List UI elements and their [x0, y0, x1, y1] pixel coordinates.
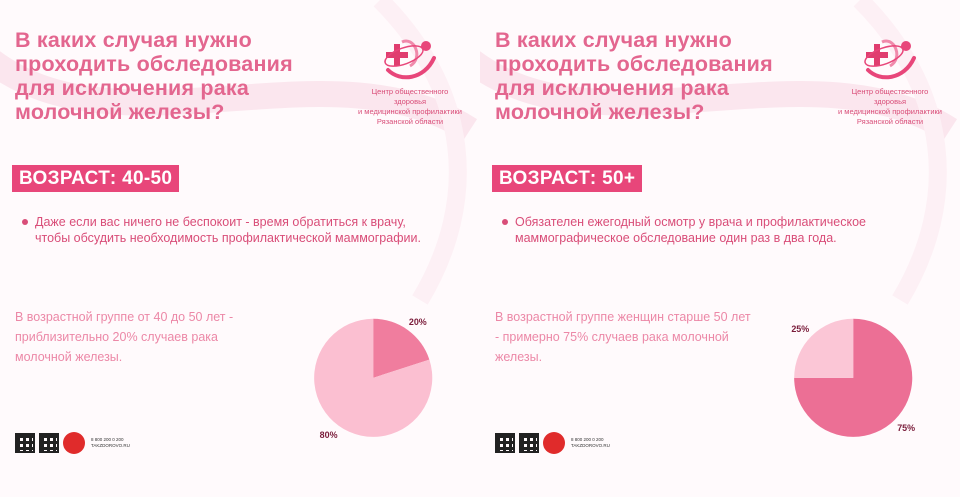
- org-name: Центр общественного здоровья и медицинск…: [835, 87, 945, 127]
- contacts: 8 800 200 0 200 TAKZDOROVO.RU: [571, 437, 610, 449]
- bullet-dot-icon: [502, 219, 508, 225]
- infographic-card-40-50: В каких случая нужно проходить обследова…: [0, 28, 478, 454]
- qr-code-icon: [495, 433, 515, 453]
- statistic-text: В возрастной группе женщин старше 50 лет…: [495, 310, 751, 364]
- footer: 8 800 200 0 200 TAKZDOROVO.RU: [15, 432, 130, 454]
- org-name: Центр общественного здоровья и медицинск…: [355, 87, 465, 127]
- org-name-line: и медицинской профилактики: [838, 107, 942, 116]
- pie-slice: [794, 318, 854, 378]
- recommendation-text: Обязателен ежегодный осмотр у врача и пр…: [515, 215, 866, 245]
- pie-slice: [794, 318, 913, 437]
- qr-code-icon: [15, 433, 35, 453]
- bullet-dot-icon: [22, 219, 28, 225]
- pie-slice-label: 75%: [897, 423, 915, 433]
- age-badge: ВОЗРАСТ: 50+: [492, 165, 643, 192]
- qr-code-icon: [519, 433, 539, 453]
- footer: 8 800 200 0 200 TAKZDOROVO.RU: [495, 432, 610, 454]
- health-center-logo-icon: [384, 39, 436, 80]
- page-title: В каких случая нужно проходить обследова…: [15, 28, 293, 124]
- pie-chart: 75% 25%: [791, 318, 915, 437]
- org-name-line: Рязанской области: [856, 117, 924, 126]
- brand-badge-icon: [543, 432, 565, 454]
- org-name-line: Центр общественного здоровья: [851, 87, 929, 106]
- phone-number: 8 800 200 0 200: [571, 437, 604, 442]
- pie-slice: [373, 318, 430, 378]
- pie-slice-label: 80%: [320, 430, 338, 440]
- phone-number: 8 800 200 0 200: [91, 437, 124, 442]
- qr-code-icon: [39, 433, 59, 453]
- pie-chart: 20% 80%: [314, 317, 433, 440]
- website: TAKZDOROVO.RU: [571, 443, 610, 448]
- recommendation-bullet: Обязателен ежегодный осмотр у врача и пр…: [502, 214, 905, 246]
- contacts: 8 800 200 0 200 TAKZDOROVO.RU: [91, 437, 130, 449]
- website: TAKZDOROVO.RU: [91, 443, 130, 448]
- org-name-line: Центр общественного здоровья: [371, 87, 449, 106]
- infographic-card-50-plus: В каких случая нужно проходить обследова…: [480, 0, 960, 497]
- age-badge: ВОЗРАСТ: 40-50: [12, 165, 180, 192]
- org-logo: Центр общественного здоровья и медицинск…: [355, 36, 465, 127]
- health-center-logo-icon: [864, 39, 916, 80]
- recommendation-bullet: Даже если вас ничего не беспокоит - врем…: [22, 214, 425, 246]
- recommendation-text: Даже если вас ничего не беспокоит - врем…: [35, 215, 421, 245]
- pie-slice: [314, 318, 433, 437]
- brand-badge-icon: [63, 432, 85, 454]
- org-name-line: и медицинской профилактики: [358, 107, 462, 116]
- statistic-text: В возрастной группе от 40 до 50 лет - пр…: [15, 310, 234, 364]
- pie-slice-label: 25%: [791, 324, 809, 334]
- org-name-line: Рязанской области: [376, 117, 444, 126]
- page-title: В каких случая нужно проходить обследова…: [495, 28, 773, 124]
- pie-slice-label: 20%: [409, 317, 427, 327]
- org-logo: Центр общественного здоровья и медицинск…: [835, 36, 945, 127]
